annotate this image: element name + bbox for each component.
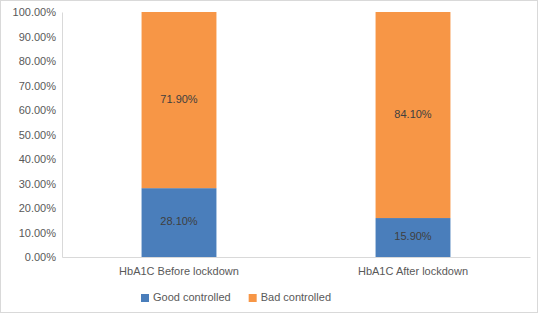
bar-segment xyxy=(376,218,451,257)
chart-border xyxy=(1,1,538,313)
y-tick: 90.00% xyxy=(19,31,62,43)
legend-swatch xyxy=(249,294,257,302)
y-axis-line xyxy=(62,13,63,258)
y-tick-label: 100.00% xyxy=(13,6,57,18)
y-tick: 30.00% xyxy=(19,178,62,190)
data-label: 71.90% xyxy=(160,93,198,105)
y-tick-label: 60.00% xyxy=(19,104,57,116)
x-tick: HbA1C After lockdown xyxy=(358,257,468,277)
y-tick: 10.00% xyxy=(19,227,62,239)
y-tick: 60.00% xyxy=(19,104,62,116)
bar-segment xyxy=(376,12,451,218)
y-tick-label: 20.00% xyxy=(19,202,57,214)
y-tick: 20.00% xyxy=(19,202,62,214)
chart: 0.00% 10.00% 20.00% 30.00% 40.00% 50.00% 60.00… xyxy=(0,0,538,313)
data-labels: 28.10% 15.90% 71.90% 84.10% xyxy=(160,93,432,242)
bar-segment xyxy=(142,188,217,257)
x-tick-label: HbA1C After lockdown xyxy=(358,265,468,277)
data-label: 15.90% xyxy=(394,230,432,242)
x-tick-label: HbA1C Before lockdown xyxy=(119,265,239,277)
legend-label: Good controlled xyxy=(153,291,231,303)
y-tick: 70.00% xyxy=(19,80,62,92)
y-tick-label: 40.00% xyxy=(19,153,57,165)
x-tick: HbA1C Before lockdown xyxy=(119,257,239,277)
data-label: 84.10% xyxy=(394,108,432,120)
y-tick-label: 10.00% xyxy=(19,227,57,239)
y-tick-label: 50.00% xyxy=(19,129,57,141)
x-axis-line xyxy=(63,257,531,258)
x-axis: HbA1C Before lockdown HbA1C After lockdow… xyxy=(63,257,531,277)
legend-item: Bad controlled xyxy=(249,291,331,303)
y-tick-label: 0.00% xyxy=(25,251,56,263)
legend-item: Good controlled xyxy=(141,291,231,303)
y-tick: 0.00% xyxy=(25,251,62,263)
y-axis: 0.00% 10.00% 20.00% 30.00% 40.00% 50.00% 60.00… xyxy=(13,6,63,263)
y-tick: 40.00% xyxy=(19,153,62,165)
y-tick-label: 30.00% xyxy=(19,178,57,190)
legend-label: Bad controlled xyxy=(261,291,331,303)
legend-swatch xyxy=(141,294,149,302)
y-tick: 50.00% xyxy=(19,129,62,141)
y-tick-label: 90.00% xyxy=(19,31,57,43)
y-tick-label: 70.00% xyxy=(19,80,57,92)
bar-segment xyxy=(142,12,217,188)
data-label: 28.10% xyxy=(160,215,198,227)
legend: Good controlled Bad controlled xyxy=(141,291,331,303)
y-tick-label: 80.00% xyxy=(19,55,57,67)
bars xyxy=(142,12,451,257)
y-tick: 80.00% xyxy=(19,55,62,67)
y-tick: 100.00% xyxy=(13,6,62,18)
